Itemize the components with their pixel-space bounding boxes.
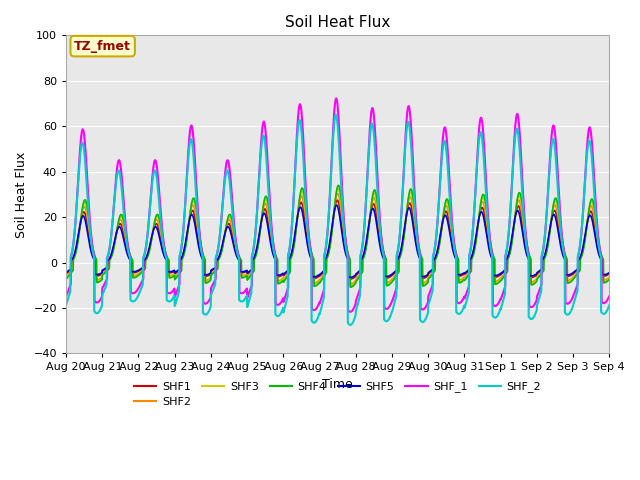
SHF_2 — [558, 236, 566, 242]
SHF2 — [365, 217, 373, 223]
SHF5 — [346, 275, 354, 280]
SHF4 — [62, 276, 70, 282]
SHF_2 — [62, 302, 70, 308]
SHF_2 — [573, 290, 580, 296]
SHF5 — [62, 270, 70, 276]
SHF_2 — [605, 302, 613, 308]
SHF2 — [214, 257, 221, 263]
Text: TZ_fmet: TZ_fmet — [74, 40, 131, 53]
SHF2 — [333, 191, 341, 196]
SHF1 — [558, 243, 566, 249]
X-axis label: Time: Time — [323, 378, 353, 391]
SHF_1 — [558, 230, 566, 236]
SHF4 — [605, 276, 613, 282]
SHF_1 — [354, 293, 362, 299]
SHF3 — [605, 276, 613, 281]
SHF3 — [354, 275, 362, 281]
Line: SHF1: SHF1 — [66, 200, 609, 279]
SHF_1 — [605, 294, 613, 300]
SHF3 — [573, 271, 580, 277]
SHF_1 — [62, 293, 70, 299]
SHF_2 — [332, 112, 340, 118]
SHF5 — [214, 257, 221, 263]
SHF3 — [496, 277, 504, 283]
Line: SHF3: SHF3 — [66, 189, 609, 286]
SHF_1 — [573, 284, 580, 289]
Y-axis label: Soil Heat Flux: Soil Heat Flux — [15, 151, 28, 238]
SHF1 — [573, 268, 580, 274]
SHF5 — [333, 202, 340, 208]
Line: SHF4: SHF4 — [66, 185, 609, 287]
SHF_2 — [346, 322, 354, 328]
Line: SHF2: SHF2 — [66, 193, 609, 284]
SHF1 — [605, 271, 613, 277]
SHF3 — [558, 235, 566, 241]
SHF3 — [62, 275, 70, 281]
SHF2 — [605, 275, 613, 280]
Title: Soil Heat Flux: Soil Heat Flux — [285, 15, 390, 30]
SHF5 — [558, 248, 566, 253]
SHF1 — [214, 257, 221, 263]
SHF4 — [335, 182, 342, 188]
SHF5 — [354, 270, 362, 276]
SHF4 — [354, 276, 362, 282]
SHF3 — [346, 283, 354, 288]
SHF1 — [346, 276, 354, 282]
SHF5 — [605, 270, 613, 276]
SHF1 — [333, 197, 341, 203]
SHF3 — [365, 218, 373, 224]
SHF2 — [496, 276, 504, 282]
SHF3 — [334, 186, 342, 192]
SHF1 — [365, 219, 373, 225]
SHF4 — [365, 219, 373, 225]
SHF2 — [558, 239, 566, 245]
SHF2 — [346, 281, 354, 287]
SHF_1 — [496, 298, 504, 303]
SHF_1 — [365, 132, 373, 138]
SHF5 — [496, 271, 504, 277]
SHF4 — [558, 231, 566, 237]
SHF3 — [214, 265, 221, 271]
SHF2 — [62, 274, 70, 280]
SHF_2 — [365, 140, 373, 146]
SHF_1 — [346, 309, 354, 315]
Legend: SHF1, SHF2, SHF3, SHF4, SHF5, SHF_1, SHF_2: SHF1, SHF2, SHF3, SHF4, SHF5, SHF_1, SHF… — [130, 377, 546, 411]
SHF2 — [354, 274, 362, 280]
SHF4 — [346, 284, 354, 290]
SHF5 — [365, 217, 373, 223]
Line: SHF5: SHF5 — [66, 205, 609, 277]
SHF_1 — [214, 249, 221, 255]
SHF4 — [214, 266, 221, 272]
SHF1 — [496, 272, 504, 278]
SHF1 — [354, 271, 362, 276]
SHF5 — [573, 267, 580, 273]
SHF4 — [573, 272, 580, 277]
SHF4 — [496, 279, 504, 285]
Line: SHF_1: SHF_1 — [66, 98, 609, 312]
SHF_2 — [496, 308, 504, 314]
SHF2 — [573, 270, 580, 276]
Line: SHF_2: SHF_2 — [66, 115, 609, 325]
SHF_2 — [354, 302, 362, 308]
SHF_1 — [332, 96, 340, 101]
SHF1 — [62, 271, 70, 276]
SHF_2 — [214, 249, 221, 254]
